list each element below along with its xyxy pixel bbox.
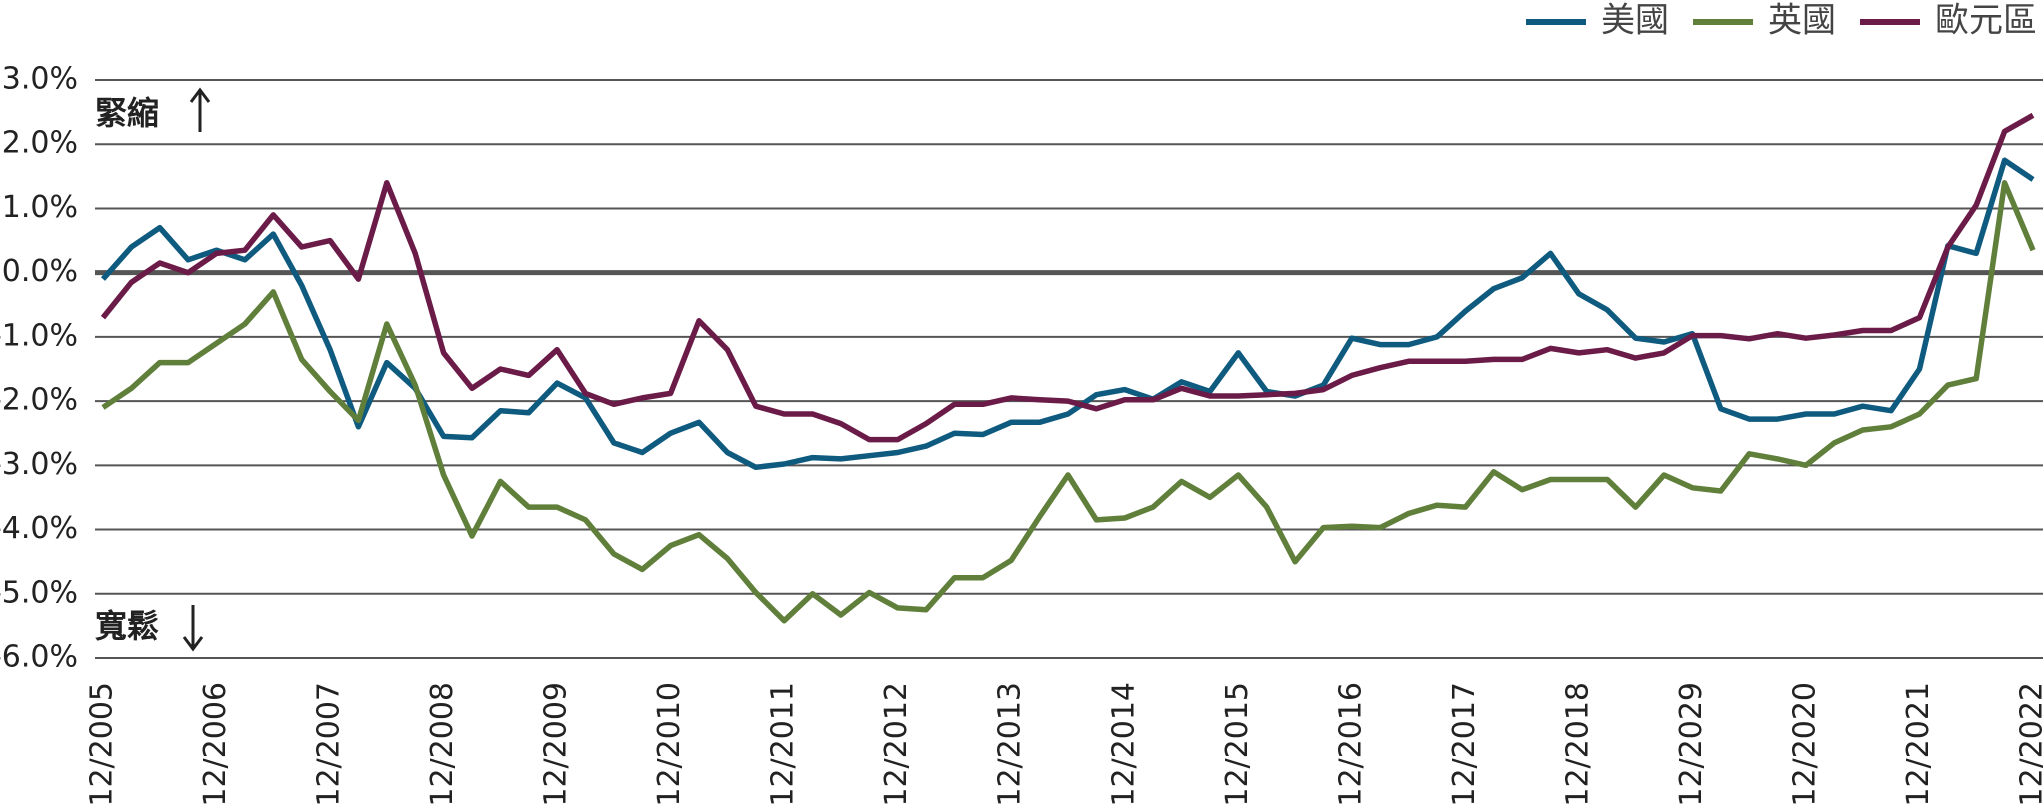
x-tick-label: 12/2013 [993,682,1028,805]
y-tick-label: 0.0% [2,254,78,289]
series-line [100,157,2035,471]
y-tick-label: -4.0% [0,511,78,546]
x-tick-label: 12/2008 [425,682,460,805]
legend-label: 美國 [1601,1,1669,41]
y-tick-label: 1.0% [2,190,78,225]
x-tick-label: 12/2012 [879,682,914,805]
x-tick-label: 12/2007 [312,682,347,805]
y-tick-label: -1.0% [0,318,78,353]
arrow-down [182,605,204,652]
series-line [101,180,2036,624]
x-tick-label: 12/2011 [766,682,801,805]
series-line [100,112,2035,443]
annotation: 緊縮 [95,94,159,132]
x-tick-label: 12/2010 [652,682,687,805]
arrow-up [189,87,211,132]
x-tick-label: 12/2020 [1787,682,1822,805]
x-tick-label: 12/2005 [85,682,120,805]
x-tick-label: 12/2016 [1333,682,1368,805]
y-tick-label: -5.0% [0,575,78,610]
x-tick-label: 12/2014 [1106,682,1141,805]
x-tick-label: 12/2021 [1901,682,1936,805]
y-tick-label: -3.0% [0,447,78,482]
x-tick-label: 12/2018 [1560,682,1595,805]
y-tick-label: -6.0% [0,640,78,675]
x-tick-label: 12/2015 [1220,682,1255,805]
x-tick-label: 12/2029 [1674,682,1709,805]
x-tick-label: 12/2022 [2015,682,2043,805]
y-tick-label: 2.0% [2,126,78,161]
annotation: 寬鬆 [95,607,159,645]
x-tick-label: 12/2006 [198,682,233,805]
x-tick-label: 12/2009 [539,682,574,805]
x-tick-label: 12/2017 [1447,682,1482,805]
y-tick-label: 3.0% [2,62,78,97]
y-tick-label: -2.0% [0,383,78,418]
legend-label: 英國 [1768,1,1836,41]
legend-label: 歐元區 [1935,1,2037,41]
